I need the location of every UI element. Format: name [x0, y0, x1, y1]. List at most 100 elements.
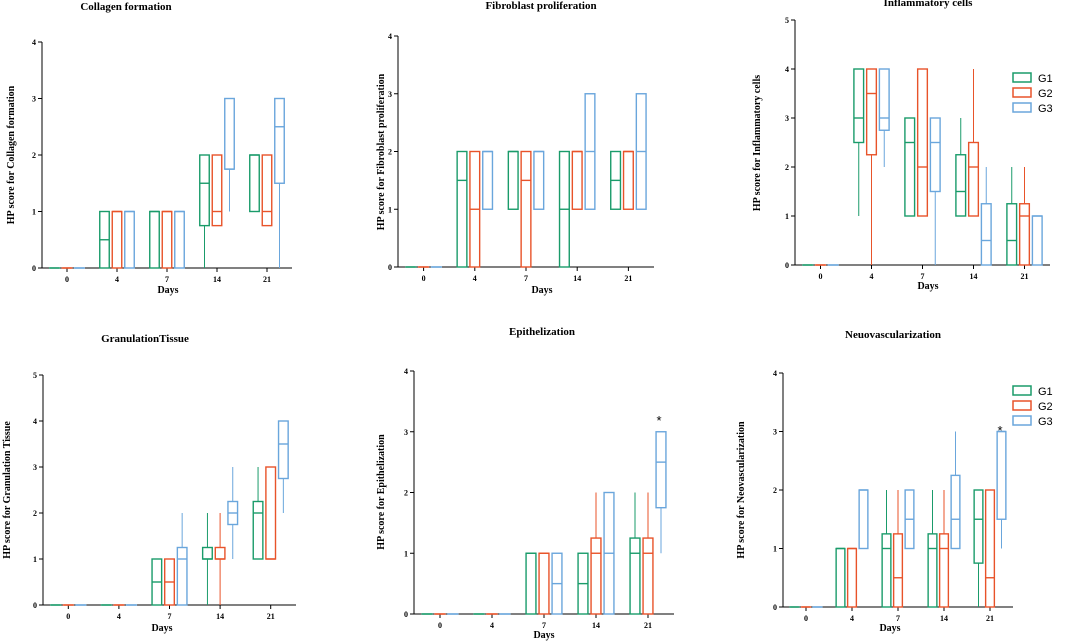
- box-g2: [916, 68, 929, 217]
- box-g3: [482, 150, 494, 210]
- x-tick-label: 4: [490, 621, 494, 630]
- legend-label: G1: [1038, 386, 1053, 398]
- y-tick-label: 1: [33, 555, 37, 564]
- box-iqr: [252, 500, 264, 560]
- chart-panel: Epithelization 0 1 2 3 4 0 4 7 14 21 Days HP score f…: [376, 326, 674, 641]
- box-g2: [469, 150, 481, 268]
- legend-swatch: [1012, 102, 1032, 113]
- x-tick-label: 21: [267, 612, 275, 621]
- y-tick-label: 0: [33, 601, 37, 610]
- box-g3: [274, 97, 285, 268]
- box-g1: [835, 547, 846, 608]
- box-g1: [525, 552, 537, 615]
- box-iqr: [482, 150, 494, 210]
- box-g3: [551, 552, 563, 615]
- box-iqr: [265, 466, 277, 560]
- box-iqr: [846, 547, 858, 608]
- box-g3: [950, 431, 961, 550]
- box-g2: [163, 558, 176, 606]
- significance-marker: *: [656, 413, 661, 428]
- x-axis-label: Days: [531, 285, 552, 296]
- y-tick-label: 1: [773, 545, 777, 554]
- x-tick-label: 0: [804, 614, 808, 623]
- box-iqr: [955, 154, 967, 217]
- box-g1: [610, 150, 622, 210]
- x-tick-label: 21: [624, 274, 632, 283]
- x-tick-label: 0: [65, 275, 69, 284]
- legend-swatch: [1012, 415, 1032, 426]
- y-tick-label: 4: [32, 38, 36, 47]
- legend-swatch: [1012, 400, 1032, 411]
- x-axis-label: Days: [917, 281, 938, 292]
- x-tick-label: 0: [438, 621, 442, 630]
- y-tick-label: 2: [388, 148, 392, 157]
- box-g1: [558, 150, 570, 268]
- y-axis-label: HP score for Neovascularization: [736, 421, 747, 559]
- x-tick-label: 7: [896, 614, 900, 623]
- x-tick-label: 7: [921, 272, 925, 281]
- box-iqr: [1006, 203, 1018, 266]
- box-g2: [846, 547, 858, 608]
- box-g1: [577, 552, 589, 615]
- y-tick-label: 2: [33, 509, 37, 518]
- box-iqr: [261, 154, 273, 227]
- y-tick-label: 1: [785, 212, 789, 221]
- box-g3: [603, 491, 615, 615]
- x-tick-label: 7: [168, 612, 172, 621]
- box-iqr: [507, 150, 519, 210]
- x-tick-label: 0: [422, 274, 426, 283]
- box-iqr: [277, 420, 289, 480]
- x-tick-label: 21: [263, 275, 271, 284]
- box-g1: [151, 558, 163, 606]
- box-g1: [99, 210, 110, 269]
- box-iqr: [865, 68, 878, 156]
- legend-label: G1: [1038, 73, 1053, 85]
- box-iqr: [176, 546, 188, 606]
- x-tick-label: 21: [1021, 272, 1029, 281]
- box-iqr: [571, 150, 583, 210]
- box-g1: [199, 154, 210, 268]
- x-tick-label: 4: [117, 612, 121, 621]
- y-tick-label: 0: [773, 603, 777, 612]
- box-g2: [938, 490, 950, 608]
- box-g2: [161, 210, 173, 269]
- box-g2: [538, 552, 550, 615]
- box-iqr: [980, 203, 992, 266]
- x-tick-label: 0: [66, 612, 70, 621]
- box-g3: [929, 117, 941, 265]
- y-axis-label: HP score for Fibroblast proliferation: [376, 73, 387, 230]
- y-tick-label: 3: [388, 90, 392, 99]
- box-iqr: [199, 154, 210, 227]
- chart-title: Epithelization: [509, 326, 575, 338]
- box-g1: [973, 489, 984, 607]
- box-g1: [149, 210, 160, 269]
- box-iqr: [214, 546, 226, 560]
- y-tick-label: 5: [785, 16, 789, 25]
- y-axis-label: HP score for Epithelization: [376, 434, 387, 550]
- y-tick-label: 0: [404, 610, 408, 619]
- box-iqr: [274, 97, 285, 184]
- y-tick-label: 0: [388, 263, 392, 272]
- box-iqr: [996, 430, 1007, 520]
- y-tick-label: 4: [388, 32, 392, 41]
- x-tick-label: 4: [850, 614, 854, 623]
- box-g3: [655, 431, 667, 554]
- box-g3: [904, 489, 915, 550]
- x-axis-label: Days: [157, 285, 178, 296]
- box-iqr: [533, 150, 545, 210]
- y-tick-label: 4: [33, 417, 37, 426]
- box-g1: [201, 513, 213, 605]
- box-iqr: [174, 210, 185, 269]
- y-tick-label: 3: [404, 428, 408, 437]
- box-g2: [642, 492, 654, 615]
- box-g3: [124, 210, 135, 269]
- box-iqr: [124, 210, 135, 269]
- box-iqr: [1018, 203, 1031, 266]
- box-g3: [224, 97, 235, 212]
- box-iqr: [249, 154, 260, 213]
- chart-panel: Inflammatory cells 0 1 2 3 4 5 0 4 7 14 21 Days HP sc…: [752, 0, 1053, 292]
- x-tick-label: 21: [986, 614, 994, 623]
- box-g2: [892, 490, 904, 608]
- box-iqr: [538, 552, 550, 615]
- box-g2: [111, 210, 123, 269]
